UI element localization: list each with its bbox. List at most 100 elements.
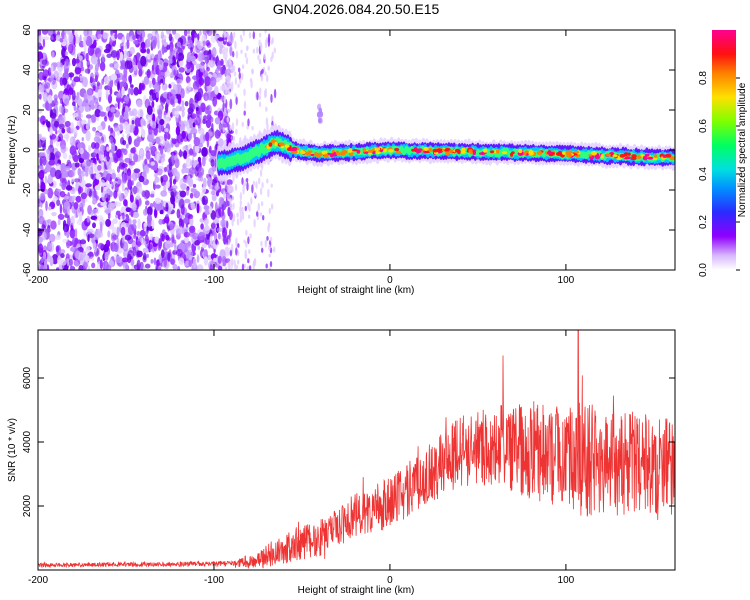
noise-cell [247,258,250,264]
noise-cell [84,166,92,173]
noise-cell [115,210,121,216]
noise-cell [54,151,61,159]
noise-cell [160,177,164,183]
signal-peak [591,151,597,156]
noise-cell [90,47,94,55]
signal-peak [600,154,604,159]
noise-cell [110,106,116,113]
noise-cell [249,78,253,83]
signal-peak [423,147,429,151]
noise-cell [229,197,232,205]
noise-cell [246,266,250,270]
noise-cell [80,61,84,69]
noise-cell [126,39,130,49]
noise-cell [189,103,195,112]
noise-cell [45,165,52,170]
noise-cell [203,115,207,121]
noise-cell [192,183,197,188]
noise-cell [178,94,182,105]
noise-cell [44,175,48,185]
noise-cell [203,249,207,258]
noise-cell [130,258,135,267]
noise-cell [126,171,132,182]
noise-cell [180,137,184,143]
noise-cell [192,122,196,128]
noise-cell [76,218,84,226]
noise-cell [68,87,74,96]
noise-cell [55,140,61,147]
noise-cell [130,84,134,89]
noise-cell [181,168,185,174]
noise-cell [57,218,61,226]
noise-cell [106,151,110,162]
noise-cell [197,40,204,50]
noise-cell [203,70,209,79]
noise-cell [104,116,108,122]
noise-cell [164,71,171,77]
noise-cell [57,213,65,220]
noise-cell [209,264,214,270]
noise-cell [122,212,125,220]
signal-peak [274,141,278,147]
noise-cell [267,65,270,71]
noise-cell [87,234,90,243]
noise-cell [65,58,69,64]
noise-cell [142,266,146,270]
noise-cell [145,200,150,206]
noise-cell [146,68,151,79]
snr-axes: -200 -100 0 100 2000 4000 6000 [22,330,675,586]
noise-cell [241,263,245,270]
noise-cell [187,81,192,91]
noise-cell [55,234,61,241]
noise-cell [246,181,249,191]
signal-cell [318,117,322,124]
noise-cell [109,152,113,158]
noise-cell [169,172,173,183]
noise-cell [256,211,259,217]
noise-cell [38,198,41,208]
noise-cell [189,192,194,199]
noise-cell [256,91,259,101]
noise-cell [48,159,56,166]
noise-cell [136,250,143,258]
colorbar-tick-label: 0.2 [698,215,709,229]
noise-cell [265,263,268,269]
noise-cell [164,128,169,133]
noise-cell [114,109,120,118]
noise-cell [155,136,161,145]
noise-cell [171,185,178,190]
noise-cell [107,230,111,238]
noise-cell [99,61,106,72]
noise-cell [56,267,60,270]
noise-cell [151,77,156,86]
noise-cell [224,266,228,270]
noise-cell [198,167,205,177]
noise-cell [56,199,61,206]
noise-cell [154,184,161,189]
noise-cell [252,48,256,54]
noise-cell [99,179,106,187]
noise-cell [109,63,115,68]
noise-cell [251,184,254,194]
noise-cell [178,67,185,73]
noise-cell [83,93,88,101]
noise-cell [150,35,158,46]
noise-cell [253,218,256,228]
noise-cell [129,110,135,117]
noise-cell [161,157,164,167]
noise-cell [189,148,194,156]
signal-peak [461,147,466,152]
noise-cell [203,256,209,266]
noise-cell [133,39,139,45]
noise-cell [122,148,128,156]
spectrogram-ytick-label: 60 [22,24,33,36]
noise-cell [97,215,104,221]
noise-cell [116,173,122,180]
spectrogram-xtick-label: 100 [558,275,575,286]
noise-cell [117,32,124,40]
noise-cell [264,30,267,34]
noise-cell [51,108,57,117]
noise-cell [51,212,57,217]
noise-cell [38,133,41,141]
noise-cell [49,126,53,136]
